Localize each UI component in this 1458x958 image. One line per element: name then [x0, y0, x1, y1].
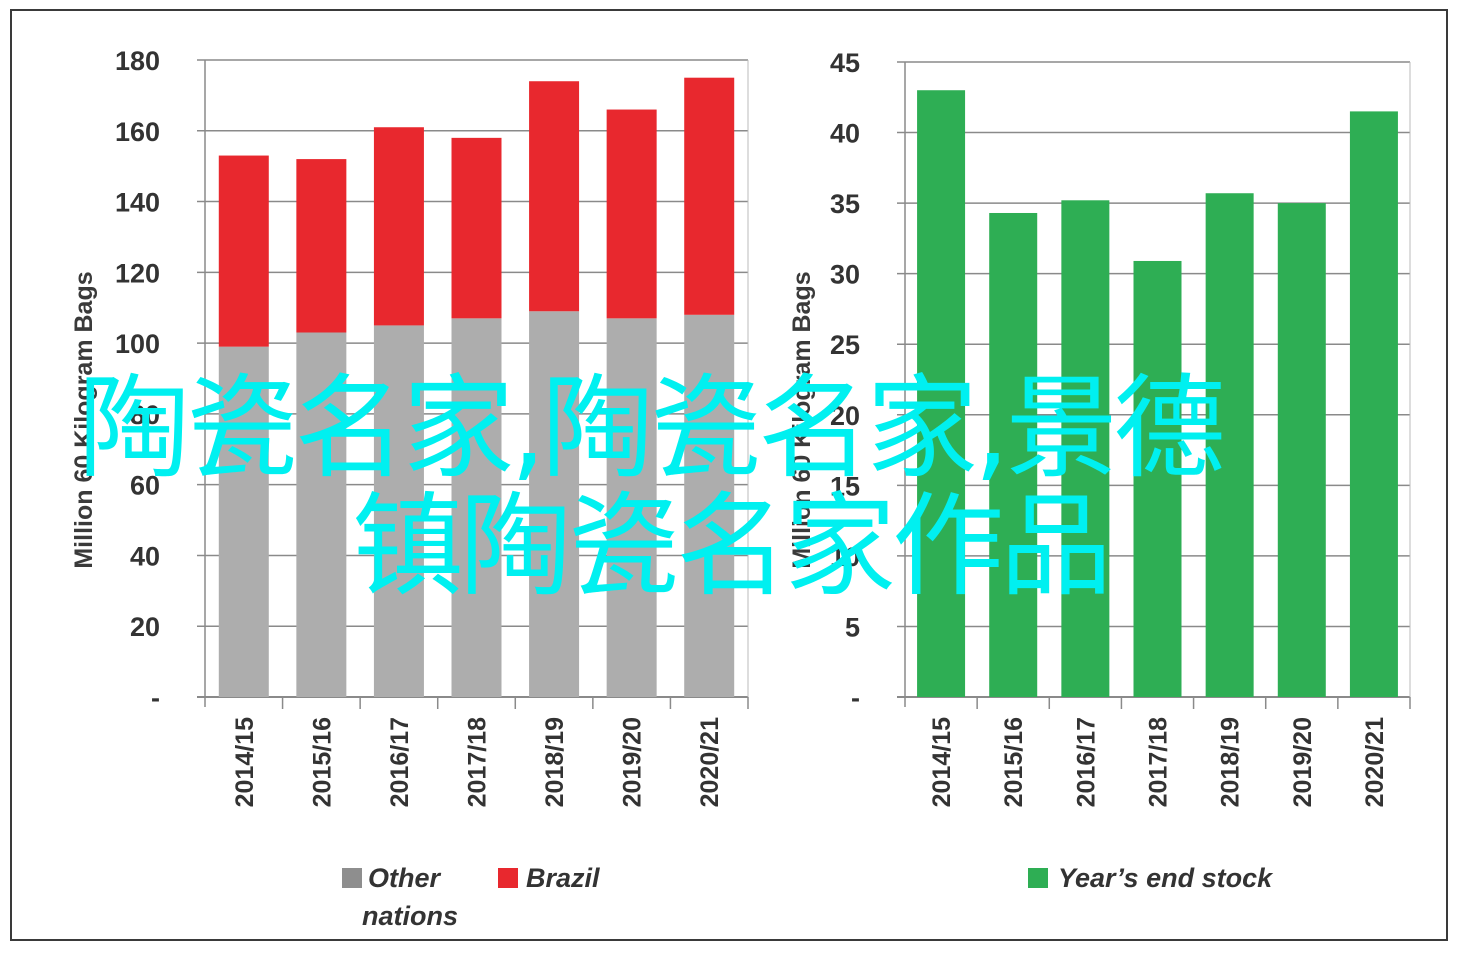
bar-brazil — [373, 127, 424, 326]
bar-year-s-end-stock — [1205, 193, 1254, 697]
chart-right: - 5 10 15 20 25 30 35 40 45 Million 60 Kilogram Ba… — [788, 48, 1411, 893]
y-tick-label: 120 — [115, 258, 160, 288]
y-tick-label: 100 — [115, 329, 160, 359]
bar-brazil — [218, 155, 269, 347]
legend-label: Other — [368, 863, 442, 893]
y-tick-label: - — [851, 683, 860, 713]
bar-year-s-end-stock — [1133, 260, 1182, 697]
legend-label: nations — [362, 901, 458, 931]
x-tick-label: 2014/15 — [928, 717, 956, 807]
legend-label: Year’s end stock — [1058, 863, 1274, 893]
y-axis-label: Million 60 Kilogram Bags — [70, 271, 98, 568]
x-tick-label: 2018/19 — [1217, 717, 1245, 807]
x-tick-label: 2015/16 — [1000, 717, 1028, 807]
x-tick-label: 2017/18 — [464, 717, 492, 807]
x-tick-label: 2015/16 — [308, 717, 336, 807]
x-tick-label: 2018/19 — [541, 717, 569, 807]
bar-other-nations — [606, 318, 657, 697]
bar-brazil — [296, 159, 347, 333]
y-axis-label: Million 60 Kilogram Bags — [788, 271, 816, 568]
y-tick-label: 180 — [115, 46, 160, 76]
legend-label: Brazil — [526, 863, 600, 893]
x-tick-label: 2020/21 — [1361, 717, 1389, 807]
x-tick-label: 2020/21 — [696, 717, 724, 807]
y-tick-label: 160 — [115, 117, 160, 147]
bar-other-nations — [451, 318, 502, 697]
y-tick-label: 40 — [830, 119, 860, 149]
legend-swatch — [1028, 868, 1048, 888]
y-tick-label: 15 — [830, 471, 860, 501]
y-tick-label: 5 — [845, 612, 860, 642]
y-tick-label: 140 — [115, 188, 160, 218]
y-tick-label: 60 — [130, 471, 160, 501]
bar-year-s-end-stock — [917, 90, 966, 697]
y-tick-label: - — [151, 683, 160, 713]
bar-brazil — [606, 109, 657, 319]
x-tick-label: 2014/15 — [231, 717, 259, 807]
legend-swatch — [498, 868, 518, 888]
bar-other-nations — [684, 314, 735, 697]
y-tick-label: 25 — [830, 330, 860, 360]
overlay-line-1: 陶瓷名家,陶瓷名家,景德 — [78, 364, 1225, 494]
y-tick-label: 45 — [830, 48, 860, 78]
bar-brazil — [684, 77, 735, 315]
legend-swatch — [342, 868, 362, 888]
bar-year-s-end-stock — [1061, 200, 1110, 698]
x-tick-label: 2019/20 — [619, 717, 647, 807]
bar-other-nations — [218, 346, 269, 697]
y-tick-label: 10 — [830, 542, 860, 572]
x-tick-label: 2016/17 — [1072, 717, 1100, 807]
bar-other-nations — [296, 332, 347, 697]
bar-other-nations — [529, 311, 580, 697]
y-tick-label: 40 — [130, 541, 160, 571]
y-tick-label: 20 — [130, 612, 160, 642]
x-tick-label: 2017/18 — [1145, 717, 1173, 807]
bar-other-nations — [373, 325, 424, 697]
watermark-overlay-text: 陶瓷名家,陶瓷名家,景德 镇陶瓷名家作品 — [0, 370, 1300, 606]
y-tick-label: 20 — [830, 401, 860, 431]
y-tick-label: 80 — [130, 400, 160, 430]
x-tick-label: 2019/20 — [1289, 717, 1317, 807]
bar-year-s-end-stock — [989, 212, 1038, 697]
x-tick-label: 2016/17 — [386, 717, 414, 807]
bar-brazil — [529, 81, 580, 312]
overlay-line-2: 镇陶瓷名家作品 — [352, 482, 1112, 612]
y-tick-label: 30 — [830, 260, 860, 290]
bar-year-s-end-stock — [1349, 111, 1398, 697]
bar-brazil — [451, 137, 502, 319]
bar-year-s-end-stock — [1277, 203, 1326, 697]
chart-left: - 20 40 60 80 100 120 140 160 180 Million 60 Kilog… — [70, 46, 749, 931]
y-tick-label: 35 — [830, 189, 860, 219]
